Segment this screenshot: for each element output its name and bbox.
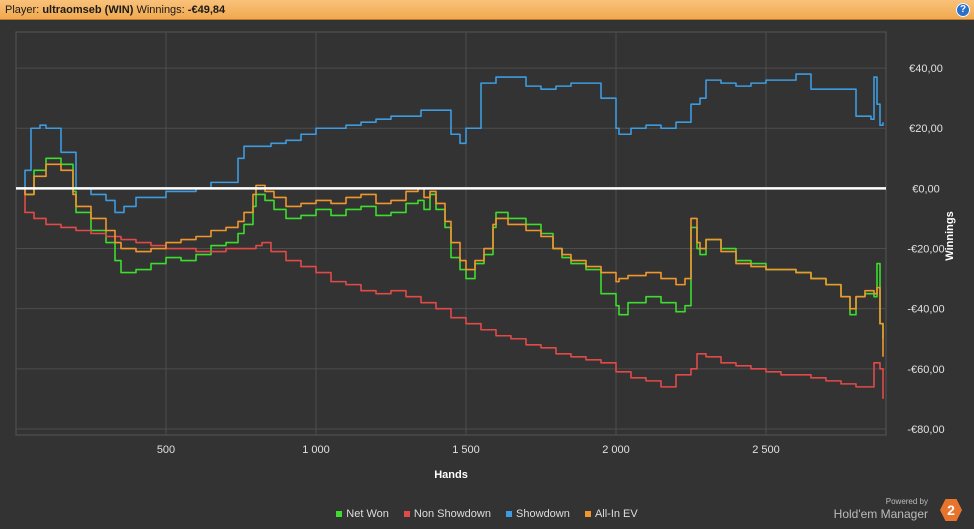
legend-label: All-In EV — [594, 508, 638, 520]
series-layer — [16, 73, 884, 399]
legend-label: Non Showdown — [413, 508, 491, 520]
x-tick-label: 2 500 — [752, 444, 780, 456]
x-axis-label: Hands — [434, 469, 468, 481]
series-line-non-showdown — [16, 187, 884, 399]
y-tick-label: €20,00 — [909, 123, 943, 135]
grid — [16, 32, 886, 435]
x-tick-label: 1 500 — [452, 444, 480, 456]
winnings-value: -€49,84 — [187, 4, 226, 16]
x-tick-label: 1 000 — [302, 444, 330, 456]
tick-labels: €40,00 €20,00 €0,00 -€20,00 -€40,00 -€60,00 -€… — [157, 63, 945, 456]
help-icon[interactable]: ? — [956, 3, 970, 17]
legend-swatch — [506, 511, 513, 518]
legend-item-showdown[interactable]: Showdown — [506, 508, 570, 520]
legend-label: Net Won — [346, 508, 389, 520]
legend-item-net-won[interactable]: Net Won — [336, 508, 389, 520]
player-label: Player: — [5, 4, 40, 16]
series-line-net-won — [16, 157, 884, 339]
legend: Net Won Non Showdown Showdown All-In EV — [0, 508, 974, 524]
legend-label: Showdown — [516, 508, 570, 520]
hem-logo-icon: 2 — [940, 499, 962, 521]
series-line-all-in-ev — [16, 163, 884, 357]
brand-name: Hold'em Manager — [833, 507, 928, 521]
header-bar: Player: ultraomseb (WIN) Winnings: -€49,… — [0, 0, 974, 20]
legend-item-all-in-ev[interactable]: All-In EV — [584, 508, 638, 520]
y-tick-label: €40,00 — [909, 63, 943, 75]
legend-swatch — [403, 511, 410, 518]
x-tick-label: 500 — [157, 444, 175, 456]
y-tick-label: -€60,00 — [907, 364, 944, 376]
y-tick-label: -€20,00 — [907, 244, 944, 256]
powered-by-text: Powered by — [885, 497, 928, 506]
player-name: ultraomseb (WIN) — [42, 4, 134, 16]
winnings-label: Winnings: — [136, 4, 185, 16]
y-axis-label: Winnings — [944, 211, 956, 260]
winnings-graph: €40,00 €20,00 €0,00 -€20,00 -€40,00 -€60,00 -€… — [15, 31, 956, 481]
y-tick-label: €0,00 — [912, 183, 940, 195]
y-tick-label: -€80,00 — [907, 424, 944, 436]
legend-swatch — [584, 511, 591, 518]
y-tick-label: -€40,00 — [907, 304, 944, 316]
brand: Powered by Hold'em Manager 2 — [806, 497, 966, 523]
legend-swatch — [336, 511, 343, 518]
x-tick-label: 2 000 — [602, 444, 630, 456]
legend-item-non-showdown[interactable]: Non Showdown — [403, 508, 491, 520]
series-line-showdown — [16, 73, 884, 214]
